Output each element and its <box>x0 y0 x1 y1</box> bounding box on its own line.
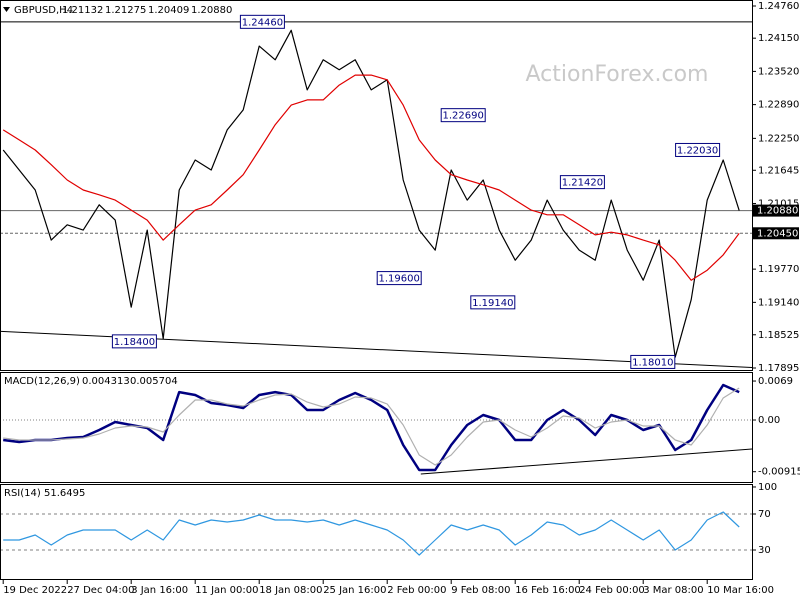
y-tick-label: 1.24150 <box>758 33 799 44</box>
y-tick-label: 70 <box>758 509 771 520</box>
x-tick-label: 16 Feb 16:00 <box>515 585 581 596</box>
quote-value: 1.21132 <box>62 5 103 16</box>
y-tick-label: 30 <box>758 545 771 556</box>
x-tick-label: 2 Feb 00:00 <box>387 585 446 596</box>
annotation-label: 1.18010 <box>632 357 673 368</box>
y-tick-label: 1.22250 <box>758 133 799 144</box>
y-tick-label: 100 <box>758 482 777 493</box>
y-tick-label: 1.18525 <box>758 330 799 341</box>
x-tick-label: 27 Dec 04:00 <box>67 585 134 596</box>
plot-area <box>1 511 752 556</box>
y-tick-label: 1.23520 <box>758 66 799 77</box>
annotation-label: 1.19600 <box>379 274 420 285</box>
series-line <box>2 29 740 358</box>
y-tick-label: -0.00915 <box>758 467 800 478</box>
series-line <box>3 383 740 472</box>
annotation-box <box>440 108 486 123</box>
annotation-box <box>630 354 676 369</box>
y-tick-label: 1.21015 <box>758 198 799 209</box>
annotation-box <box>376 271 422 286</box>
x-tick-label: 3 Jan 16:00 <box>131 585 188 596</box>
annotation-label: 1.24460 <box>242 17 283 28</box>
trendline <box>420 448 752 475</box>
x-tick-label: 11 Jan 00:00 <box>195 585 258 596</box>
y-tick-label: 0.00 <box>758 415 780 426</box>
price-marker-label: 1.20880 <box>757 206 798 217</box>
annotation-box <box>239 14 285 29</box>
series-line <box>3 387 740 466</box>
indicator-value: 0.004313 <box>82 376 130 387</box>
y-tick-label: 1.22890 <box>758 100 799 111</box>
symbol-label: GBPUSD,H4 <box>14 5 73 16</box>
annotation-box <box>111 334 157 349</box>
x-tick-label: 3 Mar 08:00 <box>643 585 703 596</box>
x-tick-label: 25 Jan 16:00 <box>323 585 386 596</box>
quote-value: 1.21275 <box>105 5 146 16</box>
annotation-box <box>559 175 605 190</box>
annotation-box <box>470 295 516 310</box>
plot-area <box>1 383 752 475</box>
y-tick-label: 1.21645 <box>758 165 799 176</box>
macd-title: MACD(12,26,9) <box>4 376 80 387</box>
annotation-label: 1.21420 <box>562 178 603 189</box>
price-marker-box <box>753 204 799 217</box>
annotation-label: 1.19140 <box>472 298 513 309</box>
x-tick-label: 24 Feb 00:00 <box>579 585 645 596</box>
indicator-value: 51.6495 <box>44 488 85 499</box>
x-tick-label: 9 Feb 08:00 <box>451 585 510 596</box>
quote-value: 1.20880 <box>191 5 232 16</box>
x-tick-label: 18 Jan 08:00 <box>259 585 322 596</box>
series-line <box>2 74 740 281</box>
annotation-label: 1.22030 <box>677 145 718 156</box>
rsi-panel <box>0 484 753 580</box>
price-panel <box>0 0 753 371</box>
x-tick-label: 10 Mar 16:00 <box>707 585 774 596</box>
y-tick-label: 1.24760 <box>758 1 799 12</box>
annotation-label: 1.18400 <box>114 337 155 348</box>
y-tick-label: 1.19770 <box>758 264 799 275</box>
annotation-box <box>675 142 721 157</box>
price-marker-label: 1.20450 <box>757 228 798 239</box>
y-tick-label: 0.0069 <box>758 376 793 387</box>
rsi-title: RSI(14) <box>4 488 41 499</box>
indicator-value: 0.005704 <box>130 376 178 387</box>
symbol-menu-icon[interactable] <box>3 7 10 12</box>
annotation-label: 1.22690 <box>443 111 484 122</box>
x-tick-label: 19 Dec 2022 <box>3 585 67 596</box>
watermark: ActionForex.com <box>526 62 709 87</box>
y-tick-label: 1.19140 <box>758 297 799 308</box>
y-tick-label: 1.17895 <box>758 363 799 374</box>
quote-value: 1.20409 <box>148 5 189 16</box>
price-marker-box <box>753 227 799 240</box>
macd-panel <box>0 372 753 483</box>
series-line <box>3 511 740 556</box>
